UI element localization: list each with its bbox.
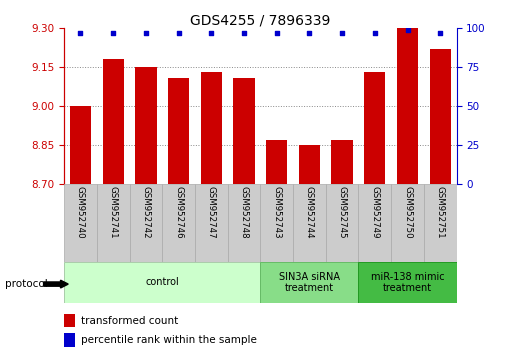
Text: GSM952745: GSM952745: [338, 187, 347, 239]
Bar: [429, 49, 451, 184]
Bar: [201, 73, 222, 184]
Bar: [195, 184, 228, 262]
Point: [76, 30, 85, 36]
Bar: [162, 184, 195, 262]
Text: SIN3A siRNA
treatment: SIN3A siRNA treatment: [279, 272, 340, 293]
Bar: [359, 262, 457, 303]
Text: percentile rank within the sample: percentile rank within the sample: [81, 335, 256, 345]
Bar: [97, 184, 130, 262]
Bar: [228, 184, 261, 262]
Text: miR-138 mimic
treatment: miR-138 mimic treatment: [371, 272, 444, 293]
Text: GSM952742: GSM952742: [142, 187, 150, 239]
Text: GSM952746: GSM952746: [174, 187, 183, 239]
Bar: [168, 78, 189, 184]
Bar: [135, 67, 156, 184]
Bar: [326, 184, 359, 262]
Title: GDS4255 / 7896339: GDS4255 / 7896339: [190, 13, 330, 27]
Text: GSM952747: GSM952747: [207, 187, 216, 239]
Text: GSM952743: GSM952743: [272, 187, 281, 239]
Bar: [260, 184, 293, 262]
Bar: [70, 106, 91, 184]
Bar: [359, 184, 391, 262]
Text: protocol: protocol: [5, 279, 48, 289]
Text: GSM952740: GSM952740: [76, 187, 85, 239]
Bar: [266, 140, 287, 184]
Point: [142, 30, 150, 36]
Text: GSM952748: GSM952748: [240, 187, 248, 239]
Text: transformed count: transformed count: [81, 316, 178, 326]
Point: [174, 30, 183, 36]
Point: [272, 30, 281, 36]
Text: GSM952749: GSM952749: [370, 187, 379, 239]
Bar: [299, 145, 320, 184]
Bar: [397, 28, 418, 184]
Bar: [364, 73, 385, 184]
Text: GSM952750: GSM952750: [403, 187, 412, 239]
Point: [436, 30, 444, 36]
Point: [338, 30, 346, 36]
Bar: [260, 262, 359, 303]
Point: [207, 30, 215, 36]
Bar: [331, 140, 353, 184]
Point: [109, 30, 117, 36]
Text: GSM952751: GSM952751: [436, 187, 445, 239]
Bar: [293, 184, 326, 262]
Bar: [64, 184, 97, 262]
Bar: [424, 184, 457, 262]
Bar: [103, 59, 124, 184]
Bar: [129, 184, 162, 262]
Point: [240, 30, 248, 36]
Bar: [64, 262, 260, 303]
Bar: [391, 184, 424, 262]
Point: [371, 30, 379, 36]
Point: [403, 27, 411, 33]
Text: GSM952744: GSM952744: [305, 187, 314, 239]
Text: GSM952741: GSM952741: [109, 187, 117, 239]
Bar: [233, 78, 254, 184]
Point: [305, 30, 313, 36]
Text: control: control: [145, 277, 179, 287]
